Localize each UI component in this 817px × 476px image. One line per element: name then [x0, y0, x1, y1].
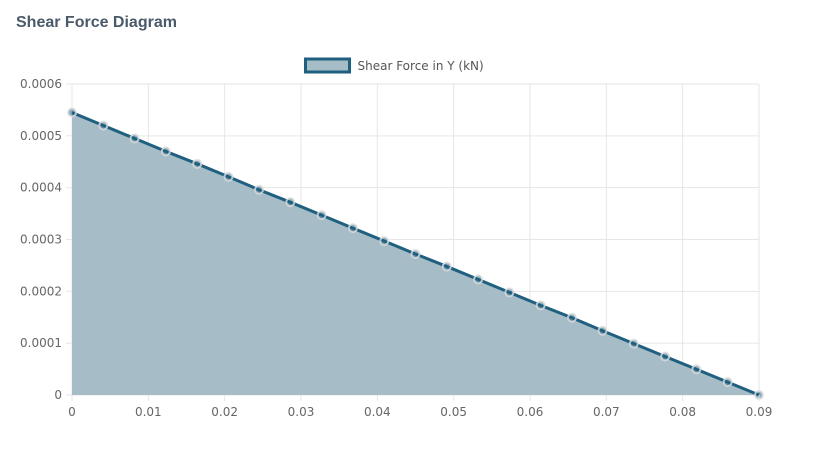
data-point[interactable]: [347, 223, 358, 234]
data-point[interactable]: [535, 300, 546, 311]
data-point[interactable]: [566, 312, 577, 323]
data-point[interactable]: [660, 351, 671, 362]
y-tick-label: 0.0005: [20, 129, 62, 143]
y-tick-label: 0: [54, 388, 62, 402]
x-tick-label: 0.03: [288, 405, 315, 419]
y-tick-label: 0.0006: [20, 77, 62, 91]
data-point[interactable]: [254, 184, 265, 195]
legend-swatch: [304, 57, 351, 74]
x-tick-label: 0.09: [746, 405, 773, 419]
page-title: Shear Force Diagram: [16, 14, 177, 31]
data-point[interactable]: [441, 261, 452, 272]
x-tick-label: 0: [68, 405, 76, 419]
y-tick-label: 0.0002: [20, 284, 62, 298]
data-point[interactable]: [504, 287, 515, 298]
data-point[interactable]: [379, 236, 390, 247]
x-tick-label: 0.07: [593, 405, 620, 419]
data-point[interactable]: [160, 146, 171, 157]
x-tick-label: 0.05: [440, 405, 467, 419]
data-point[interactable]: [316, 210, 327, 221]
data-point[interactable]: [285, 197, 296, 208]
x-tick-label: 0.02: [211, 405, 238, 419]
data-point[interactable]: [129, 133, 140, 144]
series-points: [67, 107, 764, 400]
data-point[interactable]: [722, 377, 733, 388]
data-point[interactable]: [223, 171, 234, 182]
data-point[interactable]: [628, 338, 639, 349]
data-point[interactable]: [192, 158, 203, 169]
x-tick-label: 0.08: [669, 405, 696, 419]
x-axis: 0 0.01 0.02 0.03 0.04 0.05 0.06 0.07 0.08 0.09: [68, 395, 772, 419]
data-point[interactable]: [98, 120, 109, 131]
data-point[interactable]: [597, 325, 608, 336]
x-tick-label: 0.06: [517, 405, 544, 419]
x-tick-label: 0.01: [135, 405, 162, 419]
data-point[interactable]: [410, 249, 421, 260]
y-tick-label: 0.0004: [20, 181, 62, 195]
legend[interactable]: Shear Force in Y (kN): [304, 57, 484, 74]
y-axis: 0 0.0001 0.0002 0.0003 0.0004 0.0005 0.0006: [20, 77, 72, 402]
y-tick-label: 0.0001: [20, 336, 62, 350]
y-tick-label: 0.0003: [20, 233, 62, 247]
data-point[interactable]: [691, 364, 702, 375]
data-point[interactable]: [473, 274, 484, 285]
data-point[interactable]: [67, 107, 77, 118]
legend-label: Shear Force in Y (kN): [358, 59, 484, 73]
x-tick-label: 0.04: [364, 405, 391, 419]
